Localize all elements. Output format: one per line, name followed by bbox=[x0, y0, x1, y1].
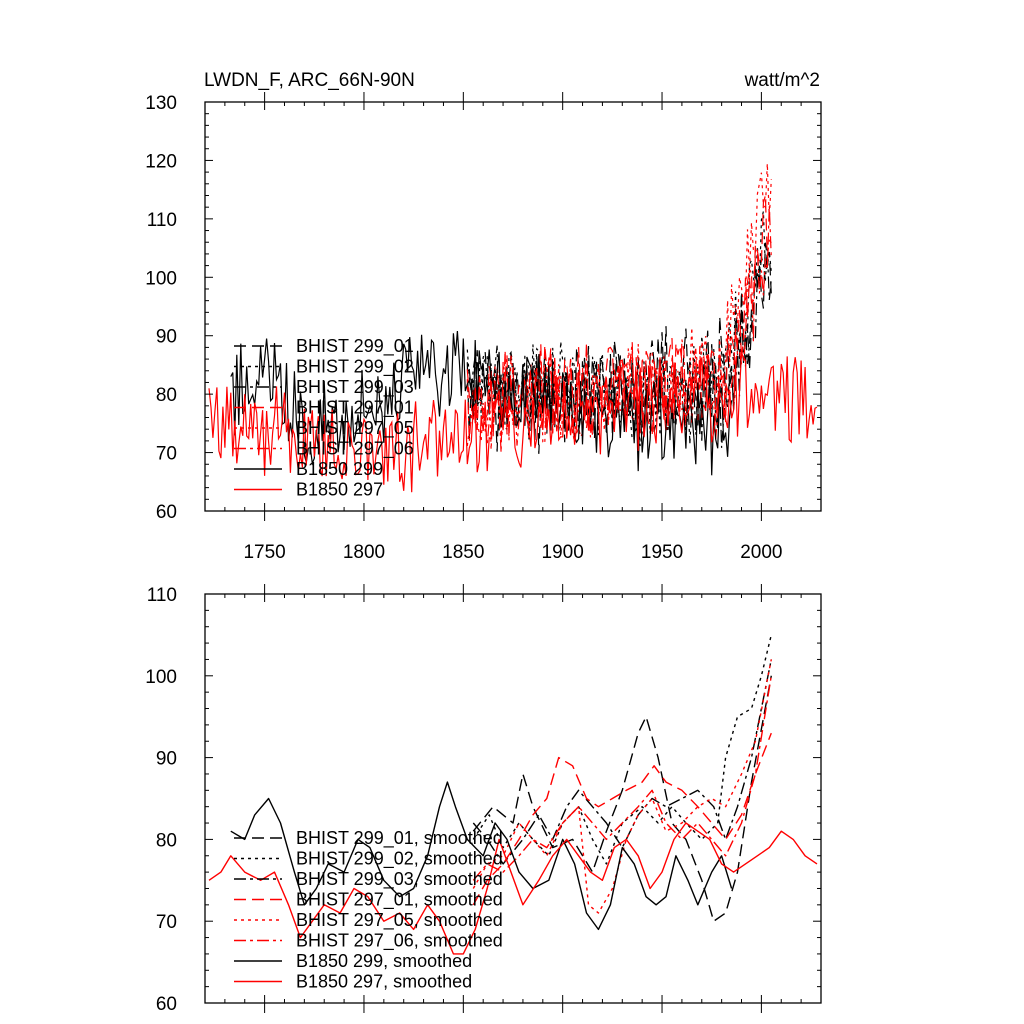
legend-label-b1850-297: B1850 297 bbox=[296, 480, 383, 500]
legend-label-bhist-297-01-smoothed: BHIST 297_01, smoothed bbox=[296, 890, 503, 911]
series-line-bhist-299-03-smoothed bbox=[472, 659, 772, 865]
legend-label-b1850-299: B1850 299 bbox=[296, 459, 383, 479]
series-line-bhist-299-02-smoothed bbox=[472, 634, 772, 865]
plot-frame bbox=[204, 593, 822, 1004]
series-line-bhist-299-01-smoothed bbox=[472, 675, 772, 922]
legend-label-bhist-297-01: BHIST 297_01 bbox=[296, 398, 414, 419]
series-line-bhist-297-05-smoothed bbox=[472, 659, 772, 914]
legend-label-bhist-297-06: BHIST 297_06 bbox=[296, 439, 414, 460]
x-tick-label: 1850 bbox=[442, 542, 484, 563]
series-line-bhist-297-06 bbox=[466, 205, 772, 453]
top-axes: 60 70 80 90 100 110 120 130 1750 1800 1850 1900 1950… bbox=[145, 92, 822, 563]
series-line-b1850-297 bbox=[208, 350, 818, 493]
legend-label-bhist-299-02: BHIST 299_02 bbox=[296, 357, 414, 378]
x-tick-label: 1750 bbox=[243, 542, 285, 563]
bottom-axes: 60 70 80 90 100 110 bbox=[145, 584, 822, 1015]
legend-label-bhist-299-02-smoothed: BHIST 299_02, smoothed bbox=[296, 849, 503, 870]
bottom-series-group bbox=[208, 634, 818, 955]
legend-label-b1850-297-smoothed: B1850 297, smoothed bbox=[296, 972, 472, 992]
y-tick-label: 110 bbox=[147, 585, 177, 606]
legend-label-bhist-299-01-smoothed: BHIST 299_01, smoothed bbox=[296, 828, 503, 849]
y-tick-label: 90 bbox=[156, 327, 177, 348]
y-tick-label: 100 bbox=[145, 667, 177, 688]
units-label: watt/m^2 bbox=[744, 70, 820, 91]
series-line-bhist-297-01-smoothed bbox=[472, 732, 772, 906]
x-tick-label: 1950 bbox=[641, 542, 683, 563]
y-tick-label: 60 bbox=[156, 502, 177, 523]
y-tick-label: 90 bbox=[156, 749, 177, 770]
series-line-bhist-297-06-smoothed bbox=[472, 675, 772, 881]
y-tick-label: 100 bbox=[145, 268, 177, 289]
y-tick-label: 80 bbox=[156, 830, 177, 851]
top-series-group bbox=[208, 163, 818, 493]
legend-label-bhist-299-03-smoothed: BHIST 299_03, smoothed bbox=[296, 869, 503, 890]
series-line-b1850-299 bbox=[230, 331, 733, 476]
y-tick-label: 70 bbox=[156, 912, 177, 933]
y-tick-label: 110 bbox=[147, 210, 177, 231]
y-tick-label: 120 bbox=[145, 151, 177, 172]
x-tick-label: 1800 bbox=[343, 542, 385, 563]
legend-label-b1850-299-smoothed: B1850 299, smoothed bbox=[296, 951, 472, 971]
y-tick-label: 70 bbox=[156, 444, 177, 465]
legend-label-bhist-297-05-smoothed: BHIST 297_05, smoothed bbox=[296, 910, 503, 931]
legend-label-bhist-299-03: BHIST 299_03 bbox=[296, 377, 414, 398]
series-line-b1850-299-smoothed bbox=[230, 781, 733, 931]
y-tick-label: 130 bbox=[145, 93, 177, 114]
chart-title: LWDN_F, ARC_66N-90N bbox=[204, 70, 415, 91]
x-tick-label: 1900 bbox=[542, 542, 584, 563]
y-tick-label: 80 bbox=[156, 385, 177, 406]
series-line-bhist-299-03 bbox=[467, 248, 772, 448]
x-tick-label: 2000 bbox=[740, 542, 782, 563]
series-line-b1850-297-smoothed bbox=[208, 822, 818, 955]
legend-label-bhist-297-06-smoothed: BHIST 297_06, smoothed bbox=[296, 931, 503, 952]
top-panel: LWDN_F, ARC_66N-90N watt/m^2 60 70 80 90 100… bbox=[145, 70, 822, 563]
legend-label-bhist-299-01: BHIST 299_01 bbox=[296, 336, 414, 357]
legend-label-bhist-297-05: BHIST 297_05 bbox=[296, 418, 414, 439]
plot-frame bbox=[204, 101, 822, 512]
y-tick-label: 60 bbox=[156, 994, 177, 1015]
